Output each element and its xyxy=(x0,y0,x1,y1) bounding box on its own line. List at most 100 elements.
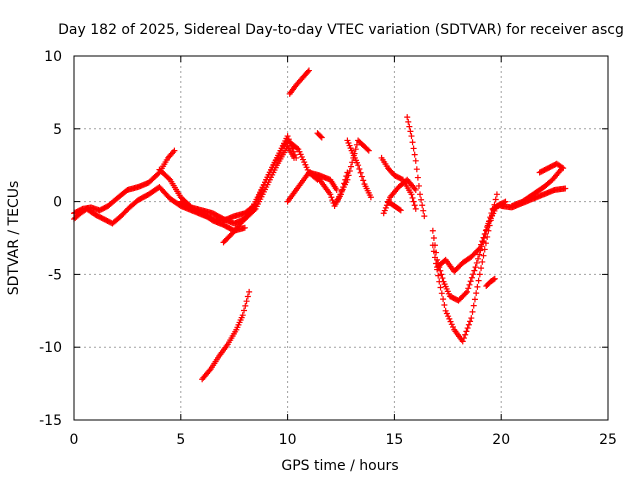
data-point xyxy=(406,123,413,130)
data-point xyxy=(471,296,478,303)
data-point xyxy=(478,241,485,248)
data-point xyxy=(291,154,298,161)
plot-frame xyxy=(73,55,609,421)
data-point xyxy=(414,174,421,181)
data-point xyxy=(431,254,438,261)
data-point xyxy=(333,186,340,193)
data-point xyxy=(396,206,403,213)
data-point xyxy=(474,283,481,290)
data-point xyxy=(357,169,364,176)
data-point xyxy=(446,315,453,322)
data-point xyxy=(482,240,489,247)
data-point xyxy=(430,248,437,255)
y-tick-label: 10 xyxy=(44,49,62,65)
data-point xyxy=(469,308,476,315)
data-point xyxy=(420,207,427,214)
data-point xyxy=(490,276,497,283)
data-point xyxy=(242,302,249,309)
series-arc-16 xyxy=(384,198,404,214)
data-point xyxy=(468,315,475,322)
data-point xyxy=(475,246,482,253)
data-point xyxy=(440,296,447,303)
data-point xyxy=(411,151,418,158)
data-point xyxy=(412,186,419,193)
x-tick-label: 20 xyxy=(492,432,510,448)
data-point xyxy=(482,227,489,234)
data-point xyxy=(558,164,565,171)
data-point xyxy=(409,139,416,146)
data-point xyxy=(418,196,425,203)
data-point xyxy=(436,278,443,285)
data-point xyxy=(449,324,456,331)
series-arc-19 xyxy=(434,198,509,275)
data-point xyxy=(492,196,499,203)
x-tick-label: 0 xyxy=(70,432,79,448)
data-point xyxy=(471,267,478,274)
y-tick-label: 5 xyxy=(53,122,62,138)
data-point xyxy=(441,301,448,308)
data-point xyxy=(473,259,480,266)
x-axis-label: GPS time / hours xyxy=(281,458,398,474)
data-point xyxy=(464,288,471,295)
data-point xyxy=(468,274,475,281)
data-point xyxy=(344,176,351,183)
x-tick-label: 15 xyxy=(385,432,403,448)
y-tick-label: -15 xyxy=(39,413,62,429)
x-tick-label: 5 xyxy=(176,432,185,448)
series-arc-5 xyxy=(220,137,321,246)
data-point xyxy=(437,284,444,291)
data-point xyxy=(438,290,445,297)
ticks-layer: 0 5 10 15 20 25 -15 -10 -5 0 5 10 xyxy=(39,49,617,448)
data-point xyxy=(294,145,301,152)
series-arc-12 xyxy=(344,137,374,201)
data-point xyxy=(435,272,442,279)
data-point xyxy=(365,147,372,154)
data-point xyxy=(241,224,248,231)
data-point xyxy=(437,267,444,274)
series-arc-23 xyxy=(536,160,567,176)
data-point xyxy=(381,207,388,214)
x-tick-label: 10 xyxy=(279,432,297,448)
data-point xyxy=(367,194,374,201)
data-point xyxy=(304,68,311,75)
data-point xyxy=(419,202,426,209)
data-point xyxy=(478,265,485,272)
data-point xyxy=(462,331,469,338)
data-point xyxy=(358,173,365,180)
data-point xyxy=(465,285,472,292)
chart-title: Day 182 of 2025, Sidereal Day-to-day VTE… xyxy=(58,22,624,38)
data-point xyxy=(251,207,258,214)
data-point xyxy=(345,172,352,179)
series-arc-22 xyxy=(508,166,565,209)
series-arc-3 xyxy=(156,143,298,227)
data-point xyxy=(417,191,424,198)
data-point xyxy=(438,271,445,278)
data-point xyxy=(380,210,387,217)
data-point xyxy=(346,168,353,175)
data-point xyxy=(467,318,474,325)
data-point xyxy=(466,281,473,288)
data-point xyxy=(171,147,178,154)
series-arc-15 xyxy=(404,114,428,220)
data-point xyxy=(465,321,472,328)
series-arc-17 xyxy=(429,201,505,304)
series-arc-7 xyxy=(286,67,312,97)
data-point xyxy=(328,194,335,201)
data-point xyxy=(448,321,455,328)
data-point xyxy=(429,227,436,234)
data-point xyxy=(562,185,569,192)
data-point xyxy=(475,277,482,284)
data-point xyxy=(429,242,436,249)
data-point xyxy=(246,288,253,295)
series-arc-20 xyxy=(483,275,498,290)
data-point xyxy=(493,191,500,198)
data-point xyxy=(408,133,415,140)
data-point xyxy=(430,235,437,241)
data-point xyxy=(464,325,471,332)
data-point xyxy=(472,264,479,271)
data-point xyxy=(241,307,248,314)
data-point xyxy=(329,197,336,204)
y-tick-label: 0 xyxy=(53,195,62,211)
data-point xyxy=(408,191,415,198)
